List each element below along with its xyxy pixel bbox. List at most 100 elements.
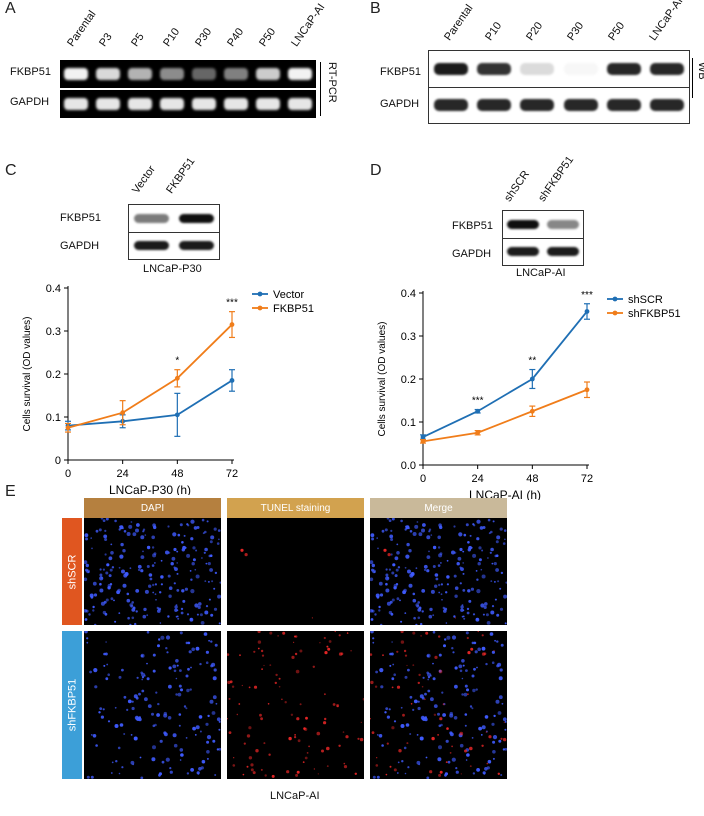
nucleus xyxy=(408,583,413,588)
nucleus xyxy=(104,529,107,532)
nucleus xyxy=(371,609,375,613)
nucleus xyxy=(173,669,177,673)
tunel-signal xyxy=(328,640,332,643)
nucleus xyxy=(421,528,425,533)
nucleus xyxy=(462,562,464,564)
nucleus xyxy=(393,586,397,590)
nucleus xyxy=(204,547,208,552)
nucleus xyxy=(412,532,417,536)
nucleus xyxy=(143,607,147,612)
nucleus xyxy=(147,704,152,708)
nucleus xyxy=(99,582,102,586)
nucleus xyxy=(407,668,410,672)
nucleus xyxy=(132,532,137,537)
gel-band xyxy=(128,68,152,80)
blot-row-separator xyxy=(429,87,689,88)
nucleus xyxy=(371,563,375,568)
nucleus xyxy=(208,581,210,583)
tunel-signal xyxy=(438,635,441,638)
significance-marker: * xyxy=(175,356,179,367)
nucleus xyxy=(90,537,92,539)
nucleus xyxy=(405,525,410,530)
nucleus xyxy=(454,594,458,598)
tunel-signal xyxy=(281,698,283,701)
nucleus xyxy=(378,734,383,738)
tunel-signal xyxy=(291,655,295,659)
tunel-signal xyxy=(382,654,384,657)
nucleus xyxy=(84,533,89,538)
blot-band xyxy=(133,240,170,251)
tunel-signal xyxy=(393,768,397,772)
nucleus xyxy=(153,525,157,530)
nucleus xyxy=(93,668,98,673)
nucleus xyxy=(471,674,475,678)
nucleus xyxy=(114,724,119,728)
tunel-signal xyxy=(417,681,420,685)
legend-marker xyxy=(612,310,618,316)
nucleus xyxy=(190,578,193,581)
nucleus xyxy=(491,605,495,608)
nucleus xyxy=(454,684,458,689)
nucleus xyxy=(198,602,202,606)
tunel-signal xyxy=(286,770,290,774)
nucleus xyxy=(459,547,463,552)
nucleus xyxy=(92,734,97,738)
tunel-signal xyxy=(228,731,232,734)
nucleus xyxy=(476,537,480,541)
tunel-signal xyxy=(324,693,326,696)
nucleus xyxy=(405,723,410,727)
nucleus xyxy=(107,720,111,723)
nucleus xyxy=(209,568,213,572)
nucleus xyxy=(123,733,126,735)
tunel-signal xyxy=(313,768,316,770)
tunel-signal xyxy=(311,617,313,619)
gel-band xyxy=(288,68,312,80)
nucleus xyxy=(135,589,140,593)
nucleus xyxy=(405,554,410,559)
nucleus xyxy=(197,773,200,775)
nucleus xyxy=(499,668,503,672)
nucleus xyxy=(119,723,124,727)
nucleus xyxy=(181,589,185,593)
tunel-signal xyxy=(312,665,315,668)
nucleus xyxy=(98,711,101,714)
nucleus xyxy=(179,523,183,527)
nucleus xyxy=(86,641,89,644)
nucleus xyxy=(404,675,408,679)
nucleus xyxy=(122,583,127,588)
lane-label: LNCaP-AI xyxy=(289,1,328,50)
nucleus xyxy=(492,757,495,760)
nucleus xyxy=(151,712,154,716)
nucleus xyxy=(133,736,138,741)
nucleus xyxy=(397,761,400,764)
nucleus xyxy=(501,702,504,705)
nucleus xyxy=(493,562,497,566)
tunel-signal xyxy=(316,731,321,736)
nucleus xyxy=(85,537,88,541)
legend-marker xyxy=(257,305,263,311)
panel-a-fkbp51-gel xyxy=(60,60,316,88)
nucleus xyxy=(498,676,503,681)
panel-c-chart: 0 0.1 0.2 0.3 0.4 0 24 48 72 LNCaP-P30 (h) Cells s… xyxy=(22,283,314,495)
nucleus xyxy=(422,676,425,679)
nucleus xyxy=(372,641,375,644)
nucleus xyxy=(198,767,202,771)
nucleus xyxy=(174,608,178,612)
nucleus xyxy=(194,734,197,736)
nucleus xyxy=(433,704,438,708)
nucleus xyxy=(165,647,168,650)
nucleus xyxy=(211,580,214,583)
nucleus xyxy=(491,722,495,726)
panel-b-letter: B xyxy=(370,0,381,17)
nucleus xyxy=(99,568,102,571)
nucleus xyxy=(413,699,418,704)
nucleus xyxy=(179,669,182,672)
tunel-signal xyxy=(261,668,263,670)
nucleus xyxy=(143,674,146,677)
nucleus xyxy=(194,568,197,571)
data-point xyxy=(584,387,590,393)
nucleus xyxy=(412,592,416,596)
nucleus xyxy=(400,620,403,623)
nucleus xyxy=(118,612,121,614)
tunel-signal xyxy=(467,651,471,655)
